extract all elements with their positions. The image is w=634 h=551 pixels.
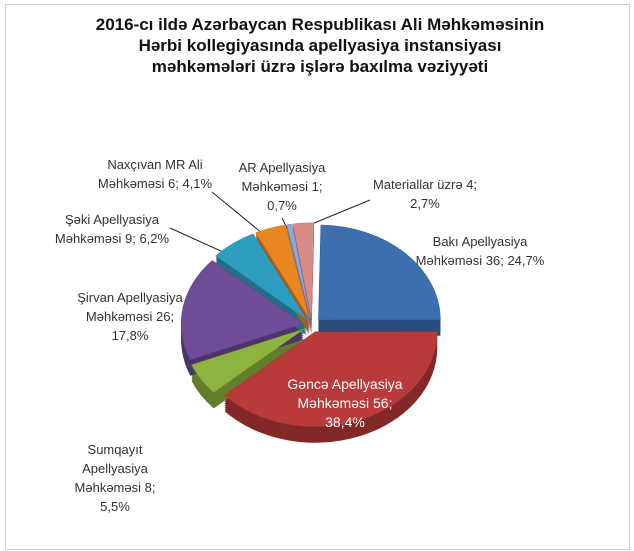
category-label: Şəki Apellyasiya Məhkəməsi [54, 212, 159, 246]
category-label: Bakı Apellyasiya Məhkəməsi [415, 234, 528, 268]
value-label: 4; 2,7% [410, 177, 478, 211]
leader-line [211, 191, 269, 239]
pie-slice [215, 233, 307, 320]
value-label: 36; 24,7% [485, 253, 545, 268]
value-label: 6; 4,1% [168, 176, 213, 191]
chart-title: 2016-cı ildə Azərbaycan Respublikası Ali… [95, 15, 545, 76]
category-label: AR Apellyasiya Məhkəməsi [238, 160, 326, 194]
category-label: Sumqayıt Apellyasiya Məhkəməsi [74, 442, 148, 495]
pie-slice [224, 331, 438, 427]
pie-slice [255, 224, 310, 319]
data-label: Bakı Apellyasiya Məhkəməsi 36; 24,7% [415, 232, 545, 270]
pie [180, 222, 441, 443]
data-label: Gəncə Apellyasiya Məhkəməsi 56; 38,4% [285, 375, 405, 432]
data-label: AR Apellyasiya Məhkəməsi 1; 0,7% [227, 158, 337, 215]
category-label: Naxçıvan MR Ali Məhkəməsi [97, 157, 203, 191]
data-label: Şəki Apellyasiya Məhkəməsi 9; 6,2% [52, 210, 172, 248]
category-label: Gəncə Apellyasiya Məhkəməsi [287, 376, 403, 411]
data-label: Naxçıvan MR Ali Məhkəməsi 6; 4,1% [95, 155, 215, 193]
value-label: 1; 0,7% [267, 179, 323, 213]
data-label: Sumqayıt Apellyasiya Məhkəməsi 8; 5,5% [60, 440, 170, 516]
value-label: 9; 6,2% [125, 231, 170, 246]
pie-slice [286, 223, 311, 318]
pie-slice [292, 222, 315, 318]
pie-slice [180, 260, 304, 361]
data-label: Materiallar üzrə 4; 2,7% [360, 175, 490, 213]
frame [5, 4, 630, 550]
category-label: Materiallar üzrə [372, 177, 463, 192]
category-label: Şirvan Apellyasiya Məhkəməsi [77, 290, 183, 324]
pie-slice [318, 224, 441, 321]
data-label: Şirvan Apellyasiya Məhkəməsi 26; 17,8% [75, 288, 185, 345]
value-label: 8; 5,5% [100, 480, 156, 514]
value-label: 56; 38,4% [325, 395, 393, 430]
pie-slice [191, 328, 305, 393]
value-label: 26; 17,8% [111, 309, 175, 343]
